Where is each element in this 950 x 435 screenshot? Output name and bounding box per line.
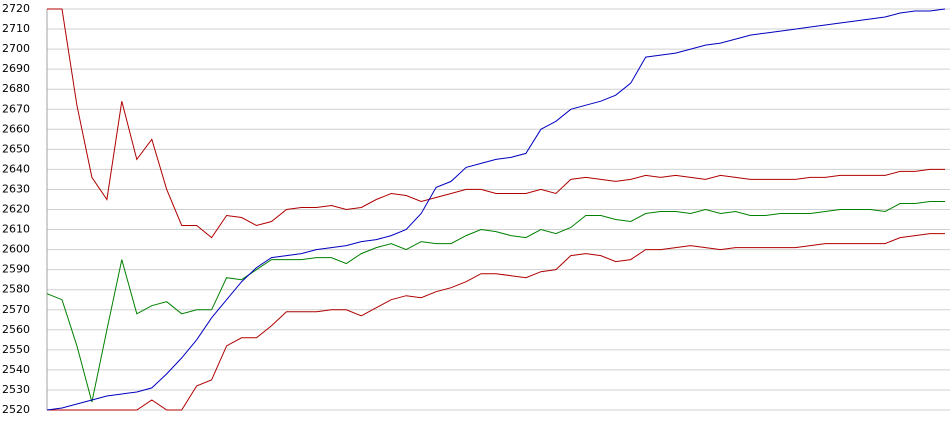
y-tick-label: 2660 <box>2 122 30 135</box>
series-line <box>47 8 945 239</box>
y-tick-label: 2600 <box>2 243 30 256</box>
y-tick-label: 2560 <box>2 323 30 336</box>
y-tick-label: 2550 <box>2 343 30 356</box>
y-tick-label: 2540 <box>2 363 30 376</box>
y-tick-label: 2630 <box>2 182 30 195</box>
y-tick-label: 2570 <box>2 303 30 316</box>
y-tick-label: 2700 <box>2 42 30 55</box>
y-tick-label: 2620 <box>2 203 30 216</box>
y-tick-label: 2670 <box>2 102 30 115</box>
y-tick-label: 2710 <box>2 22 30 35</box>
series-line <box>46 201 945 403</box>
y-tick-label: 2580 <box>2 283 30 296</box>
y-tick-label: 2690 <box>2 62 30 75</box>
series-line <box>47 233 945 411</box>
y-tick-label: 2650 <box>2 142 30 155</box>
y-tick-label: 2610 <box>2 223 30 236</box>
y-tick-label: 2720 <box>2 2 30 15</box>
y-tick-label: 2640 <box>2 162 30 175</box>
y-tick-label: 2680 <box>2 82 30 95</box>
series-line <box>46 8 946 411</box>
y-tick-label: 2590 <box>2 263 30 276</box>
y-tick-label: 2530 <box>2 383 30 396</box>
y-tick-label: 2520 <box>2 403 30 416</box>
